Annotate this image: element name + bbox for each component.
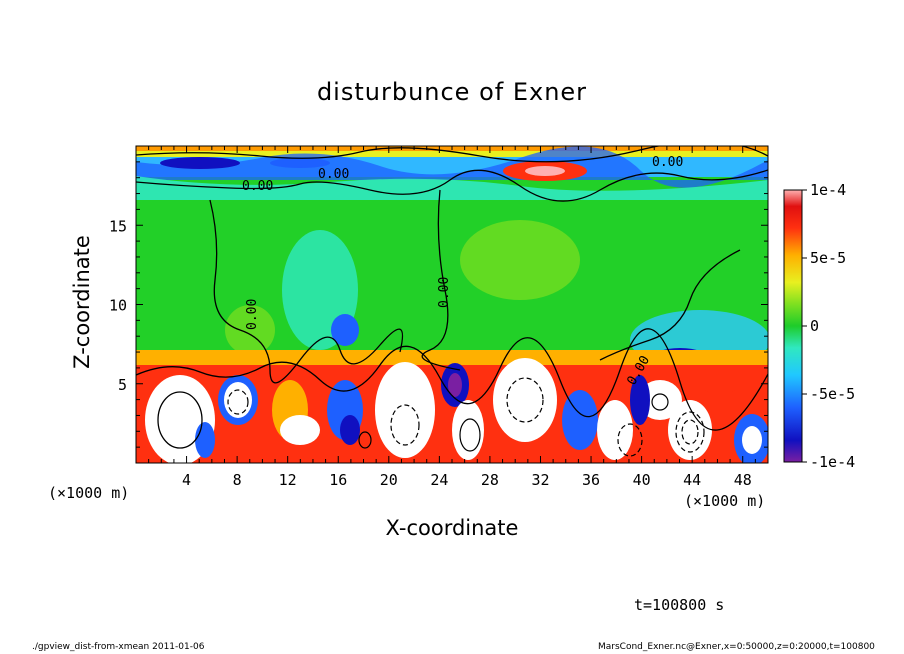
- x-unit-right: (×1000 m): [684, 492, 766, 510]
- chart-title: disturbunce of Exner: [316, 78, 588, 106]
- colorbar-tick-label: 0: [810, 317, 819, 335]
- x-tick-label: 36: [582, 471, 600, 489]
- x-tick-label: 48: [734, 471, 752, 489]
- x-tick-label: 12: [279, 471, 297, 489]
- y-tick-label: 5: [118, 376, 127, 394]
- contour-label: 0.00: [242, 179, 273, 194]
- x-tick-label: 32: [531, 471, 549, 489]
- x-tick-label: 28: [481, 471, 499, 489]
- x-tick-label: 40: [633, 471, 651, 489]
- heatmap-field: [136, 146, 768, 463]
- x-tick-label: 44: [683, 471, 701, 489]
- y-tick-label: 15: [109, 217, 127, 235]
- contour-label: 0.00: [652, 155, 683, 170]
- colorbar-tick-label: 5e-5: [810, 249, 846, 267]
- colorbar-tick-label: -1e-4: [810, 453, 855, 471]
- footer-right: MarsCond_Exner.nc@Exner,x=0:50000,z=0:20…: [598, 642, 875, 652]
- x-tick-label: 20: [380, 471, 398, 489]
- time-label: t=100800 s: [634, 596, 725, 614]
- y-tick-label: 10: [109, 297, 127, 315]
- colorbar-ticks: 1e-4 5e-5 0 -5e-5 -1e-4: [802, 181, 855, 471]
- y-axis-ticks: 5 10 15: [109, 161, 768, 448]
- contour-label: 0.00: [318, 167, 349, 182]
- x-unit-left: (×1000 m): [48, 484, 130, 502]
- x-tick-label: 8: [233, 471, 242, 489]
- x-tick-label: 4: [182, 471, 191, 489]
- y-axis-label: Z-coordinate: [70, 235, 94, 369]
- contour-label: 0.00: [437, 277, 452, 308]
- colorbar: [783, 189, 803, 463]
- x-axis-label: X-coordinate: [385, 516, 519, 540]
- x-axis-ticks: 4 8 12 16 20 24 28 32 36 40 44 48: [148, 146, 756, 489]
- colorbar-tick-label: 1e-4: [810, 181, 846, 199]
- x-tick-label: 24: [430, 471, 448, 489]
- x-tick-label: 16: [329, 471, 347, 489]
- footer-left: ./gpview_dist-from-xmean 2011-01-06: [32, 642, 205, 652]
- contour-label: 0.00: [245, 299, 260, 330]
- colorbar-tick-label: -5e-5: [810, 385, 855, 403]
